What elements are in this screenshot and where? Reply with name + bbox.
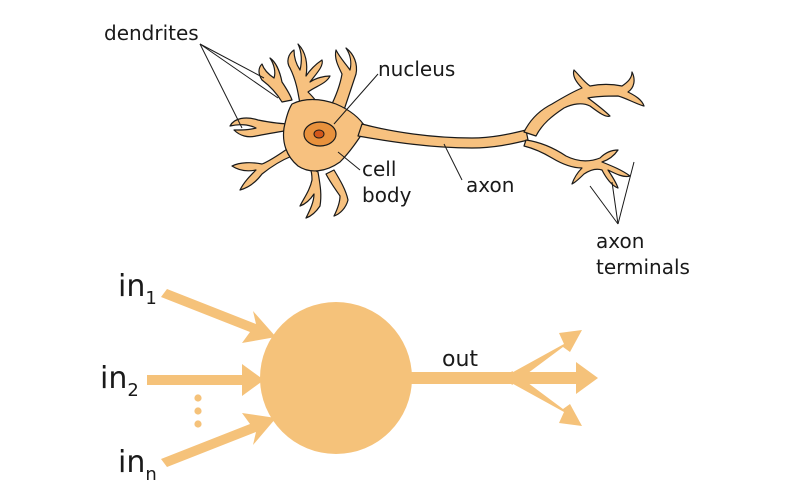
dendrite-upper-left <box>258 57 293 103</box>
label-input-2: in2 <box>100 361 139 401</box>
ellipsis-dot-1 <box>194 394 202 402</box>
label-input-n: inn <box>118 445 157 485</box>
label-nucleus: nucleus <box>378 57 455 81</box>
label-output: out <box>442 347 478 372</box>
pointer-dendrites-3 <box>199 43 243 129</box>
input-arrow-1 <box>161 289 276 343</box>
dendrite-top-right <box>329 47 358 111</box>
label-axon-terminals-line1: axon <box>596 229 644 253</box>
label-input-1-subscript: 1 <box>145 288 156 309</box>
label-cell-body-line2: body <box>362 183 412 207</box>
output-branch-down <box>506 371 582 426</box>
label-input-2-subscript: 2 <box>127 380 138 401</box>
ellipsis-dot-2 <box>194 407 202 415</box>
pointer-terminals-2 <box>611 181 619 225</box>
label-input-n-base: in <box>118 445 145 480</box>
label-cell-body-line1: cell <box>362 157 396 181</box>
pointer-dendrites-1 <box>199 43 265 79</box>
dendrite-top <box>287 43 331 105</box>
label-input-1-base: in <box>118 269 145 304</box>
label-axon-terminals-line2: terminals <box>596 255 690 279</box>
neuron-node <box>260 302 412 454</box>
pointer-axon <box>443 143 463 181</box>
ellipsis-dots <box>194 394 202 428</box>
output-shaft <box>404 372 510 384</box>
output-branch-up <box>506 330 582 385</box>
dendrite-left <box>229 117 293 138</box>
dendrite-bottom <box>299 167 322 219</box>
axon-branch-upper <box>523 69 645 137</box>
ellipsis-dot-3 <box>194 420 202 428</box>
pointer-terminals-3 <box>617 161 635 225</box>
label-input-1: in1 <box>118 269 157 309</box>
biological-neuron: dendrites nucleus cell body axon axon te… <box>104 21 690 279</box>
pointer-dendrites-2 <box>199 43 279 99</box>
dendrite-bottom-right <box>325 169 349 217</box>
label-pointers <box>199 43 635 225</box>
dendrite-lower-left <box>231 145 293 191</box>
label-input-n-subscript: n <box>145 464 156 485</box>
label-input-2-base: in <box>100 361 127 396</box>
input-arrow-2 <box>147 364 264 396</box>
input-arrows <box>147 289 276 467</box>
axon-branch-lower <box>523 139 631 189</box>
input-arrow-n <box>161 413 276 467</box>
label-axon: axon <box>466 173 514 197</box>
label-dendrites: dendrites <box>104 21 199 45</box>
artificial-neuron: in1 in2 inn out <box>100 269 598 485</box>
nucleolus <box>313 129 325 139</box>
pointer-cell-body <box>337 151 361 171</box>
pointer-terminals-1 <box>589 185 619 225</box>
output-branch-mid <box>506 362 598 394</box>
output-arrows <box>404 330 598 426</box>
axon-shaft <box>357 123 529 149</box>
pointer-nucleus <box>333 73 379 125</box>
